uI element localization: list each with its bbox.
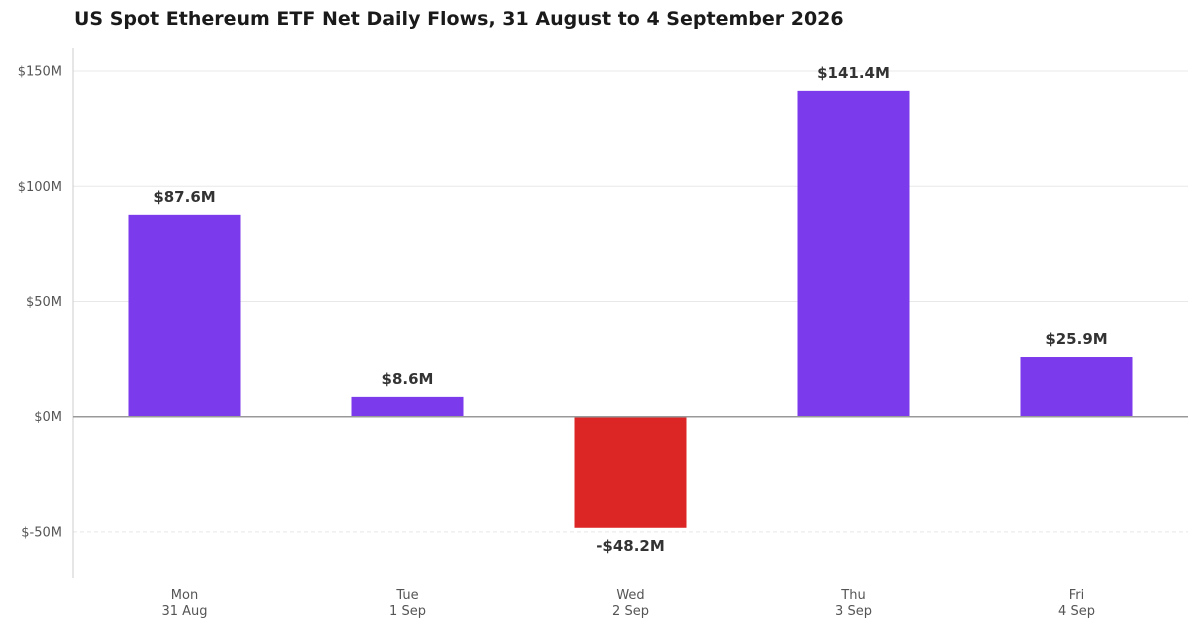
x-tick-label: Tue	[395, 588, 418, 603]
x-tick-label: 31 Aug	[161, 604, 207, 619]
bar	[128, 214, 241, 417]
bar	[1020, 357, 1133, 417]
data-label: $8.6M	[382, 370, 434, 388]
x-tick-label: 4 Sep	[1058, 604, 1095, 619]
y-tick-label: $50M	[26, 295, 62, 310]
x-tick-label: Fri	[1069, 588, 1085, 603]
x-tick-label: Mon	[171, 588, 198, 603]
x-tick-label: 1 Sep	[389, 604, 426, 619]
data-label: $87.6M	[153, 188, 215, 206]
x-tick-label: Thu	[840, 588, 865, 603]
data-label: $141.4M	[817, 64, 890, 82]
x-tick-label: 2 Sep	[612, 604, 649, 619]
bar	[351, 396, 464, 417]
x-tick-label: Wed	[616, 588, 644, 603]
bar	[797, 90, 910, 417]
chart-title: US Spot Ethereum ETF Net Daily Flows, 31…	[74, 8, 844, 30]
y-tick-label: $0M	[34, 410, 62, 425]
bar	[574, 416, 687, 528]
x-tick-label: 3 Sep	[835, 604, 872, 619]
y-tick-label: $150M	[18, 65, 62, 80]
data-label: -$48.2M	[596, 537, 665, 555]
y-tick-label: $100M	[18, 180, 62, 195]
data-label: $25.9M	[1045, 330, 1107, 348]
y-tick-label: $-50M	[21, 525, 62, 540]
